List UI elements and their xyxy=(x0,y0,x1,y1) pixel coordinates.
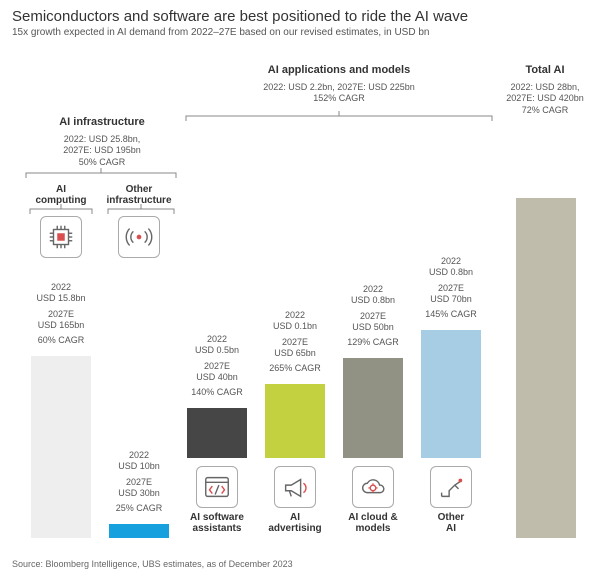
chip-icon xyxy=(40,216,82,262)
page-subtitle: 15x growth expected in AI demand from 20… xyxy=(12,27,583,38)
antenna-icon xyxy=(118,216,160,262)
cloud-icon xyxy=(352,466,394,512)
group-total-line3: 72% CAGR xyxy=(500,105,590,116)
bar-other_ai xyxy=(421,330,481,458)
col-label-other_ai: OtherAI xyxy=(412,512,490,534)
stats-other_infra: 2022USD 10bn2027EUSD 30bn25% CAGR xyxy=(100,450,178,514)
group-infra-line1: 2022: USD 25.8bn, xyxy=(24,134,180,145)
group-total-title: Total AI xyxy=(500,64,590,76)
bar-total_ai xyxy=(516,198,576,538)
robot-icon xyxy=(430,466,472,512)
bar-ai_advertising xyxy=(265,384,325,458)
bar-ai_computing xyxy=(31,356,91,538)
group-infra-line3: 50% CAGR xyxy=(24,157,180,168)
col-head-ai_computing: AIcomputing xyxy=(22,184,100,206)
group-infra-line2: 2027E: USD 195bn xyxy=(24,145,180,156)
code-icon xyxy=(196,466,238,512)
group-infra-title: AI infrastructure xyxy=(24,116,180,128)
stats-ai_software: 2022USD 0.5bn2027EUSD 40bn140% CAGR xyxy=(178,334,256,398)
group-apps-title: AI applications and models xyxy=(186,64,492,76)
group-total-line1: 2022: USD 28bn, xyxy=(500,82,590,93)
col-head-other_infra: Otherinfrastructure xyxy=(100,184,178,206)
col-label-ai_advertising: AIadvertising xyxy=(256,512,334,534)
bar-ai_cloud xyxy=(343,358,403,458)
col-label-ai_cloud: AI cloud &models xyxy=(334,512,412,534)
stats-ai_cloud: 2022USD 0.8bn2027EUSD 50bn129% CAGR xyxy=(334,284,412,348)
page-title: Semiconductors and software are best pos… xyxy=(12,8,583,25)
group-total-line2: 2027E: USD 420bn xyxy=(500,93,590,104)
col-label-ai_software: AI softwareassistants xyxy=(178,512,256,534)
bar-ai_software xyxy=(187,408,247,458)
source-text: Source: Bloomberg Intelligence, UBS esti… xyxy=(12,559,293,569)
group-apps-line1: 2022: USD 2.2bn, 2027E: USD 225bn xyxy=(186,82,492,93)
stats-ai_advertising: 2022USD 0.1bn2027EUSD 65bn265% CAGR xyxy=(256,310,334,374)
stats-ai_computing: 2022USD 15.8bn2027EUSD 165bn60% CAGR xyxy=(22,282,100,346)
group-apps-line2: 152% CAGR xyxy=(186,93,492,104)
stats-other_ai: 2022USD 0.8bn2027EUSD 70bn145% CAGR xyxy=(412,256,490,320)
bar-other_infra xyxy=(109,524,169,538)
megaphone-icon xyxy=(274,466,316,512)
